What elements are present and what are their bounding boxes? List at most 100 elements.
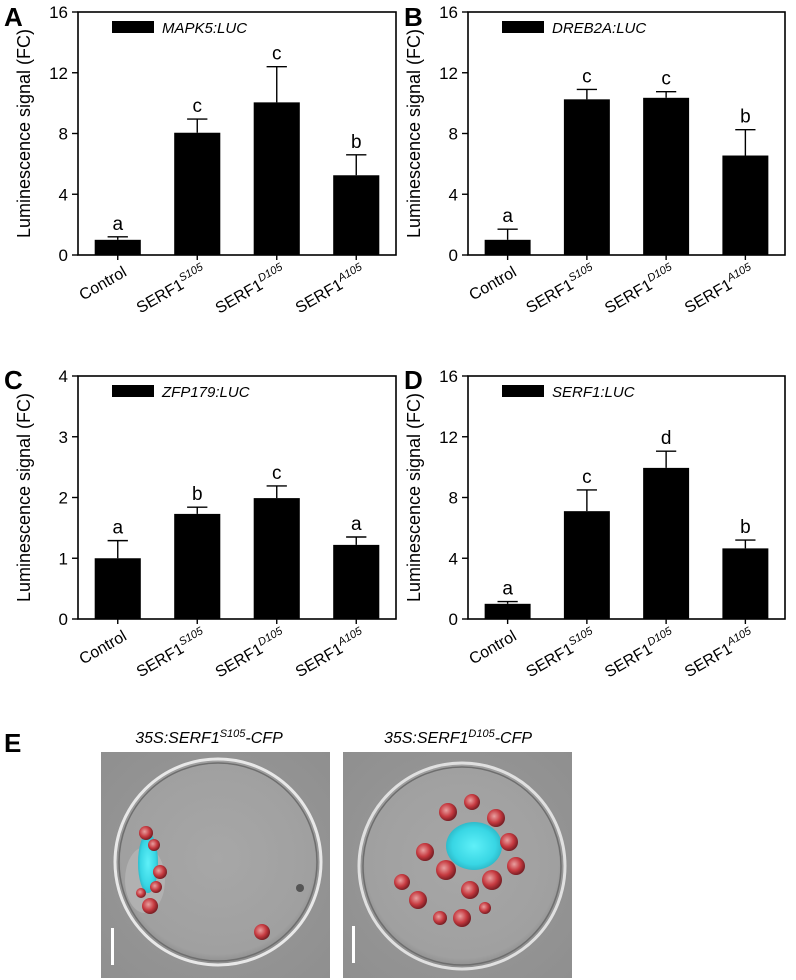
panel-c-bar-1 <box>174 513 221 619</box>
panel-a-category-label-2: SERF1D105 <box>211 261 289 318</box>
panel-b-category-label-1: SERF1S105 <box>522 261 600 317</box>
panel-d-chart: D 0 4 8 12 16 Luminescence signal (FC) SERF1:LU… <box>404 365 786 682</box>
panel-c-sig-letter-1: b <box>192 484 203 505</box>
scale-bar <box>352 926 355 963</box>
panel-b-y-axis-label: Luminescence signal (FC) <box>404 29 424 238</box>
panel-b-ytick-label-2: 8 <box>449 125 458 144</box>
panel-b-sig-letter-0: a <box>502 206 513 227</box>
panel-d-ytick-label-1: 4 <box>449 549 458 568</box>
panel-a-ytick-label-1: 4 <box>59 185 68 204</box>
panel-a-letter: A <box>4 2 23 32</box>
panel-c-ytick-label-3: 3 <box>59 428 68 447</box>
panel-c-sig-letter-2: c <box>272 463 282 484</box>
panel-e-micrographs: E 35S:SERF1S105-CFP 35S:SERF1D105-CFP <box>4 728 572 978</box>
panel-a-sig-letter-1: c <box>193 96 203 117</box>
panel-c-letter: C <box>4 365 23 395</box>
panel-d-sig-letter-0: a <box>502 579 513 600</box>
panel-b-ytick-label-4: 16 <box>439 3 458 22</box>
panel-b-sig-letter-1: c <box>582 66 592 87</box>
panel-d-category-label-0: Control <box>466 628 519 669</box>
panel-c-category-label-3: SERF1A105 <box>291 625 369 681</box>
panel-d-y-axis-label: Luminescence signal (FC) <box>404 393 424 602</box>
panel-d-sig-letter-1: c <box>582 467 592 488</box>
panel-b-sig-letter-3: b <box>740 107 751 128</box>
panel-b-ytick-label-1: 4 <box>449 185 458 204</box>
panel-d-bar-0 <box>484 603 531 619</box>
panel-c-ytick-label-1: 1 <box>59 549 68 568</box>
panel-b-category-label-2: SERF1D105 <box>601 261 679 318</box>
panel-a-legend-swatch <box>112 21 154 33</box>
panel-d-ytick-label-2: 8 <box>449 489 458 508</box>
panel-c-y-axis-label: Luminescence signal (FC) <box>14 393 34 602</box>
nucleus-cfp <box>446 822 502 870</box>
scale-bar <box>111 928 114 965</box>
panel-a-bar-2 <box>253 102 300 255</box>
panel-b-chart: B 0 4 8 12 16 Luminescence signal (FC) DREB2A:L… <box>404 2 786 318</box>
panel-a-chart: A 0 4 8 12 16 Luminescence signal (FC) MAPK5:LU… <box>4 2 397 318</box>
panel-a-y-axis-label: Luminescence signal (FC) <box>14 29 34 238</box>
panel-c-chart: C 0 1 2 3 4 Luminescence signal (FC) ZFP179:LUC… <box>4 365 397 682</box>
panel-a-bar-3 <box>333 175 380 255</box>
panel-c-bar-3 <box>333 544 380 619</box>
panel-d-sig-letter-3: b <box>740 517 751 538</box>
panel-c-ytick-label-0: 0 <box>59 610 68 629</box>
panel-b-ytick-label-0: 0 <box>449 246 458 265</box>
panel-a-category-label-3: SERF1A105 <box>291 261 369 317</box>
panel-a-category-label-1: SERF1S105 <box>132 261 210 317</box>
panel-a-bar-1 <box>174 132 221 255</box>
panel-d-legend-swatch <box>502 385 544 397</box>
panel-d-bar-1 <box>563 511 610 619</box>
panel-a-legend-label: MAPK5:LUC <box>162 20 247 37</box>
panel-c-category-label-0: Control <box>77 628 130 669</box>
chloroplast <box>439 803 457 821</box>
panel-c-bar-0 <box>94 558 141 619</box>
panel-c-sig-letter-3: a <box>351 514 362 535</box>
panel-c-sig-letter-0: a <box>112 518 123 539</box>
panel-a-sig-letter-3: b <box>351 132 362 153</box>
panel-d-bar-3 <box>722 548 769 619</box>
micrograph-1-title: 35S:SERF1S105-CFP <box>135 728 283 747</box>
panel-a-sig-letter-2: c <box>272 44 282 65</box>
panel-b-category-label-0: Control <box>466 264 519 305</box>
panel-a-ytick-label-0: 0 <box>59 246 68 265</box>
panel-b-bar-0 <box>484 239 531 255</box>
panel-d-sig-letter-2: d <box>661 428 672 449</box>
micrograph-2 <box>343 752 572 978</box>
panel-d-ytick-label-0: 0 <box>449 610 458 629</box>
panel-a-ytick-label-2: 8 <box>59 125 68 144</box>
panel-b-bar-1 <box>563 99 610 255</box>
micrograph-1 <box>101 752 330 978</box>
panel-d-legend-label: SERF1:LUC <box>552 384 635 401</box>
panel-d-category-label-1: SERF1S105 <box>522 625 600 681</box>
panel-b-bar-2 <box>643 97 690 255</box>
panel-d-letter: D <box>404 365 423 395</box>
micrograph-2-title: 35S:SERF1D105-CFP <box>384 728 532 747</box>
panel-c-ytick-label-4: 4 <box>59 367 68 386</box>
panel-b-legend-swatch <box>502 21 544 33</box>
panel-d-category-label-2: SERF1D105 <box>601 625 679 682</box>
panel-b-legend-label: DREB2A:LUC <box>552 20 646 37</box>
panel-c-category-label-2: SERF1D105 <box>211 625 289 682</box>
panel-c-bar-2 <box>253 498 300 619</box>
panel-letter-e: E <box>4 728 21 758</box>
panel-d-ytick-label-3: 12 <box>439 428 458 447</box>
panel-c-category-label-1: SERF1S105 <box>132 625 210 681</box>
panel-a-ytick-label-3: 12 <box>49 64 68 83</box>
panel-a-sig-letter-0: a <box>112 214 123 235</box>
panel-b-letter: B <box>404 2 423 32</box>
panel-a-ytick-label-4: 16 <box>49 3 68 22</box>
panel-d-bar-2 <box>643 467 690 619</box>
panel-b-ytick-label-3: 12 <box>439 64 458 83</box>
panel-a-category-label-0: Control <box>77 264 130 305</box>
chloroplast <box>139 826 153 840</box>
panel-c-ytick-label-2: 2 <box>59 489 68 508</box>
panel-b-bar-3 <box>722 155 769 255</box>
panel-b-sig-letter-2: c <box>661 69 671 90</box>
panel-d-ytick-label-4: 16 <box>439 367 458 386</box>
panel-b-category-label-3: SERF1A105 <box>680 261 758 317</box>
panel-c-legend-label: ZFP179:LUC <box>161 384 250 401</box>
panel-d-category-label-3: SERF1A105 <box>680 625 758 681</box>
panel-c-legend-swatch <box>112 385 154 397</box>
panel-a-bar-0 <box>94 239 141 255</box>
